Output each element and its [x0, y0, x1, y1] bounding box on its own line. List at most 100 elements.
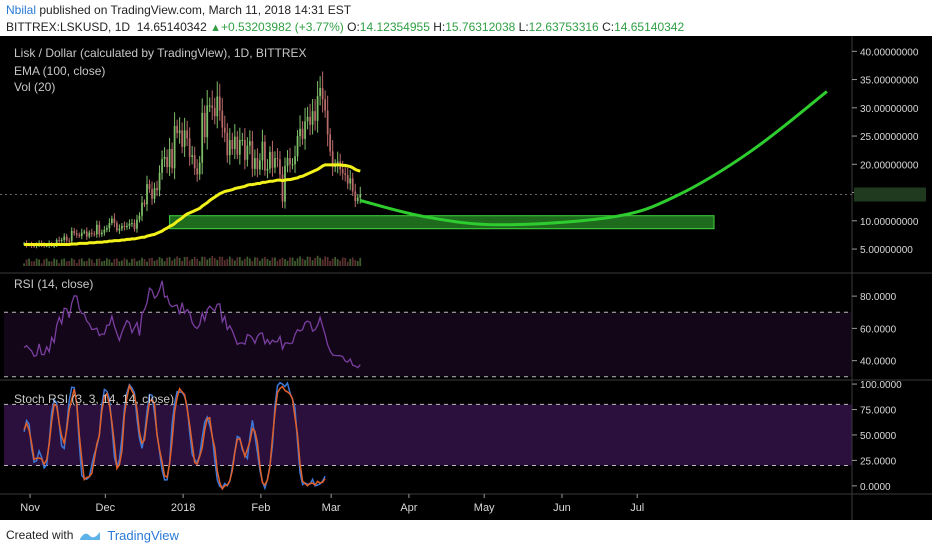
- candle-body: [281, 174, 284, 202]
- volume-bar: [228, 256, 231, 266]
- volume-bar: [211, 256, 214, 266]
- author-link[interactable]: Nbilal: [6, 3, 37, 17]
- volume-bar: [236, 257, 239, 266]
- candle-body: [198, 162, 201, 175]
- candle-body: [238, 140, 241, 155]
- candle-body: [95, 224, 98, 235]
- candle-body: [193, 155, 196, 169]
- time-axis-label: Jun: [553, 502, 571, 514]
- volume-bar: [28, 258, 30, 266]
- candle-body: [168, 149, 171, 168]
- candle-body: [223, 127, 226, 133]
- volume-bar: [126, 259, 128, 266]
- time-axis-label: May: [474, 502, 495, 514]
- candle-body: [178, 130, 181, 134]
- volume-bar: [269, 260, 271, 266]
- candle-body: [218, 96, 221, 111]
- candle-body: [243, 140, 246, 160]
- volume-bar: [329, 260, 332, 266]
- candle-body: [236, 136, 239, 155]
- candle-body: [284, 165, 286, 202]
- volume-bar: [279, 258, 281, 266]
- legend-rsi: RSI (14, close): [14, 277, 93, 291]
- candle-body: [45, 245, 48, 247]
- candle-body: [161, 159, 163, 173]
- axes: 5.0000000010.0000000015.0000000020.00000…: [0, 36, 932, 520]
- candle-body: [151, 189, 153, 199]
- volume-bar: [281, 257, 284, 266]
- volume-bar: [116, 258, 118, 266]
- volume-bar: [223, 260, 226, 266]
- volume-bar: [68, 260, 71, 266]
- volume-bar: [331, 258, 334, 266]
- volume-bar: [339, 260, 342, 266]
- stoch-band-fill: [4, 404, 852, 466]
- ema-100-path: [24, 163, 361, 246]
- candle-body: [221, 110, 224, 128]
- candle-body: [88, 232, 91, 237]
- candle-body: [201, 112, 204, 163]
- volume-bar: [88, 258, 91, 266]
- open-value: 14.12354955: [359, 20, 430, 34]
- ema-line: [24, 163, 361, 246]
- volume-bar: [151, 257, 153, 266]
- volume-bar: [60, 259, 63, 266]
- candle-body: [118, 228, 121, 231]
- publish-info: Nbilal published on TradingView.com, Mar…: [6, 3, 351, 19]
- candle-body: [70, 230, 73, 242]
- candle-body: [203, 112, 206, 138]
- price-axis-label: 35.00000000: [860, 76, 919, 87]
- volume-bar: [45, 258, 48, 266]
- volume-bar: [326, 257, 329, 266]
- candle-body: [111, 218, 113, 224]
- candle-body: [264, 141, 266, 171]
- open-label: O:: [347, 20, 360, 34]
- volume-bar: [55, 259, 58, 266]
- candle-body: [183, 130, 186, 147]
- candle-body: [148, 184, 151, 190]
- volume-bar: [40, 263, 43, 266]
- volume-bar: [118, 261, 121, 266]
- candle-body: [78, 234, 81, 237]
- candle-body: [256, 158, 259, 170]
- candle-body: [73, 230, 76, 234]
- candle-body: [173, 125, 176, 169]
- volume-bar: [70, 258, 73, 266]
- price-change: +0.53203982 (+3.77%): [221, 20, 344, 34]
- volume-bar: [336, 259, 339, 266]
- candle-body: [188, 138, 191, 157]
- volume-bar: [243, 258, 246, 266]
- candle-body: [80, 232, 83, 237]
- volume-bar: [188, 260, 191, 266]
- legend-ema: EMA (100, close): [14, 64, 105, 78]
- candle-body: [55, 240, 58, 246]
- close-value: 14.65140342: [614, 20, 685, 34]
- price-axis-label: 25.00000000: [860, 132, 919, 143]
- chart-area[interactable]: 5.0000000010.0000000015.0000000020.00000…: [0, 36, 932, 520]
- volume-bar: [133, 258, 136, 266]
- volume-bar: [276, 260, 279, 266]
- volume-bar: [90, 259, 93, 266]
- candle-body: [113, 218, 116, 224]
- stoch-series-1: [23, 383, 326, 491]
- candle-body: [216, 96, 219, 117]
- volume-bar: [43, 259, 46, 266]
- last-price: 14.65140342: [136, 20, 207, 34]
- price-axis-label: 10.00000000: [860, 217, 919, 228]
- volume-bar: [25, 259, 28, 266]
- volume-bar: [356, 261, 359, 266]
- volume-bar: [38, 259, 41, 266]
- volume-bar: [254, 257, 256, 266]
- price-axis-label: 30.00000000: [860, 104, 919, 115]
- tradingview-brand[interactable]: TradingView: [107, 527, 179, 543]
- candle-body: [23, 243, 25, 245]
- candle-body: [186, 130, 189, 139]
- candle-body: [191, 155, 194, 157]
- volume-bar: [35, 258, 38, 266]
- tradingview-logo-icon: [80, 532, 101, 540]
- candle-body: [274, 158, 276, 168]
- volume-bar: [221, 256, 224, 266]
- candle-body: [269, 151, 271, 169]
- candle-body: [146, 184, 148, 205]
- stoch-axis-label: 25.0000: [860, 456, 897, 467]
